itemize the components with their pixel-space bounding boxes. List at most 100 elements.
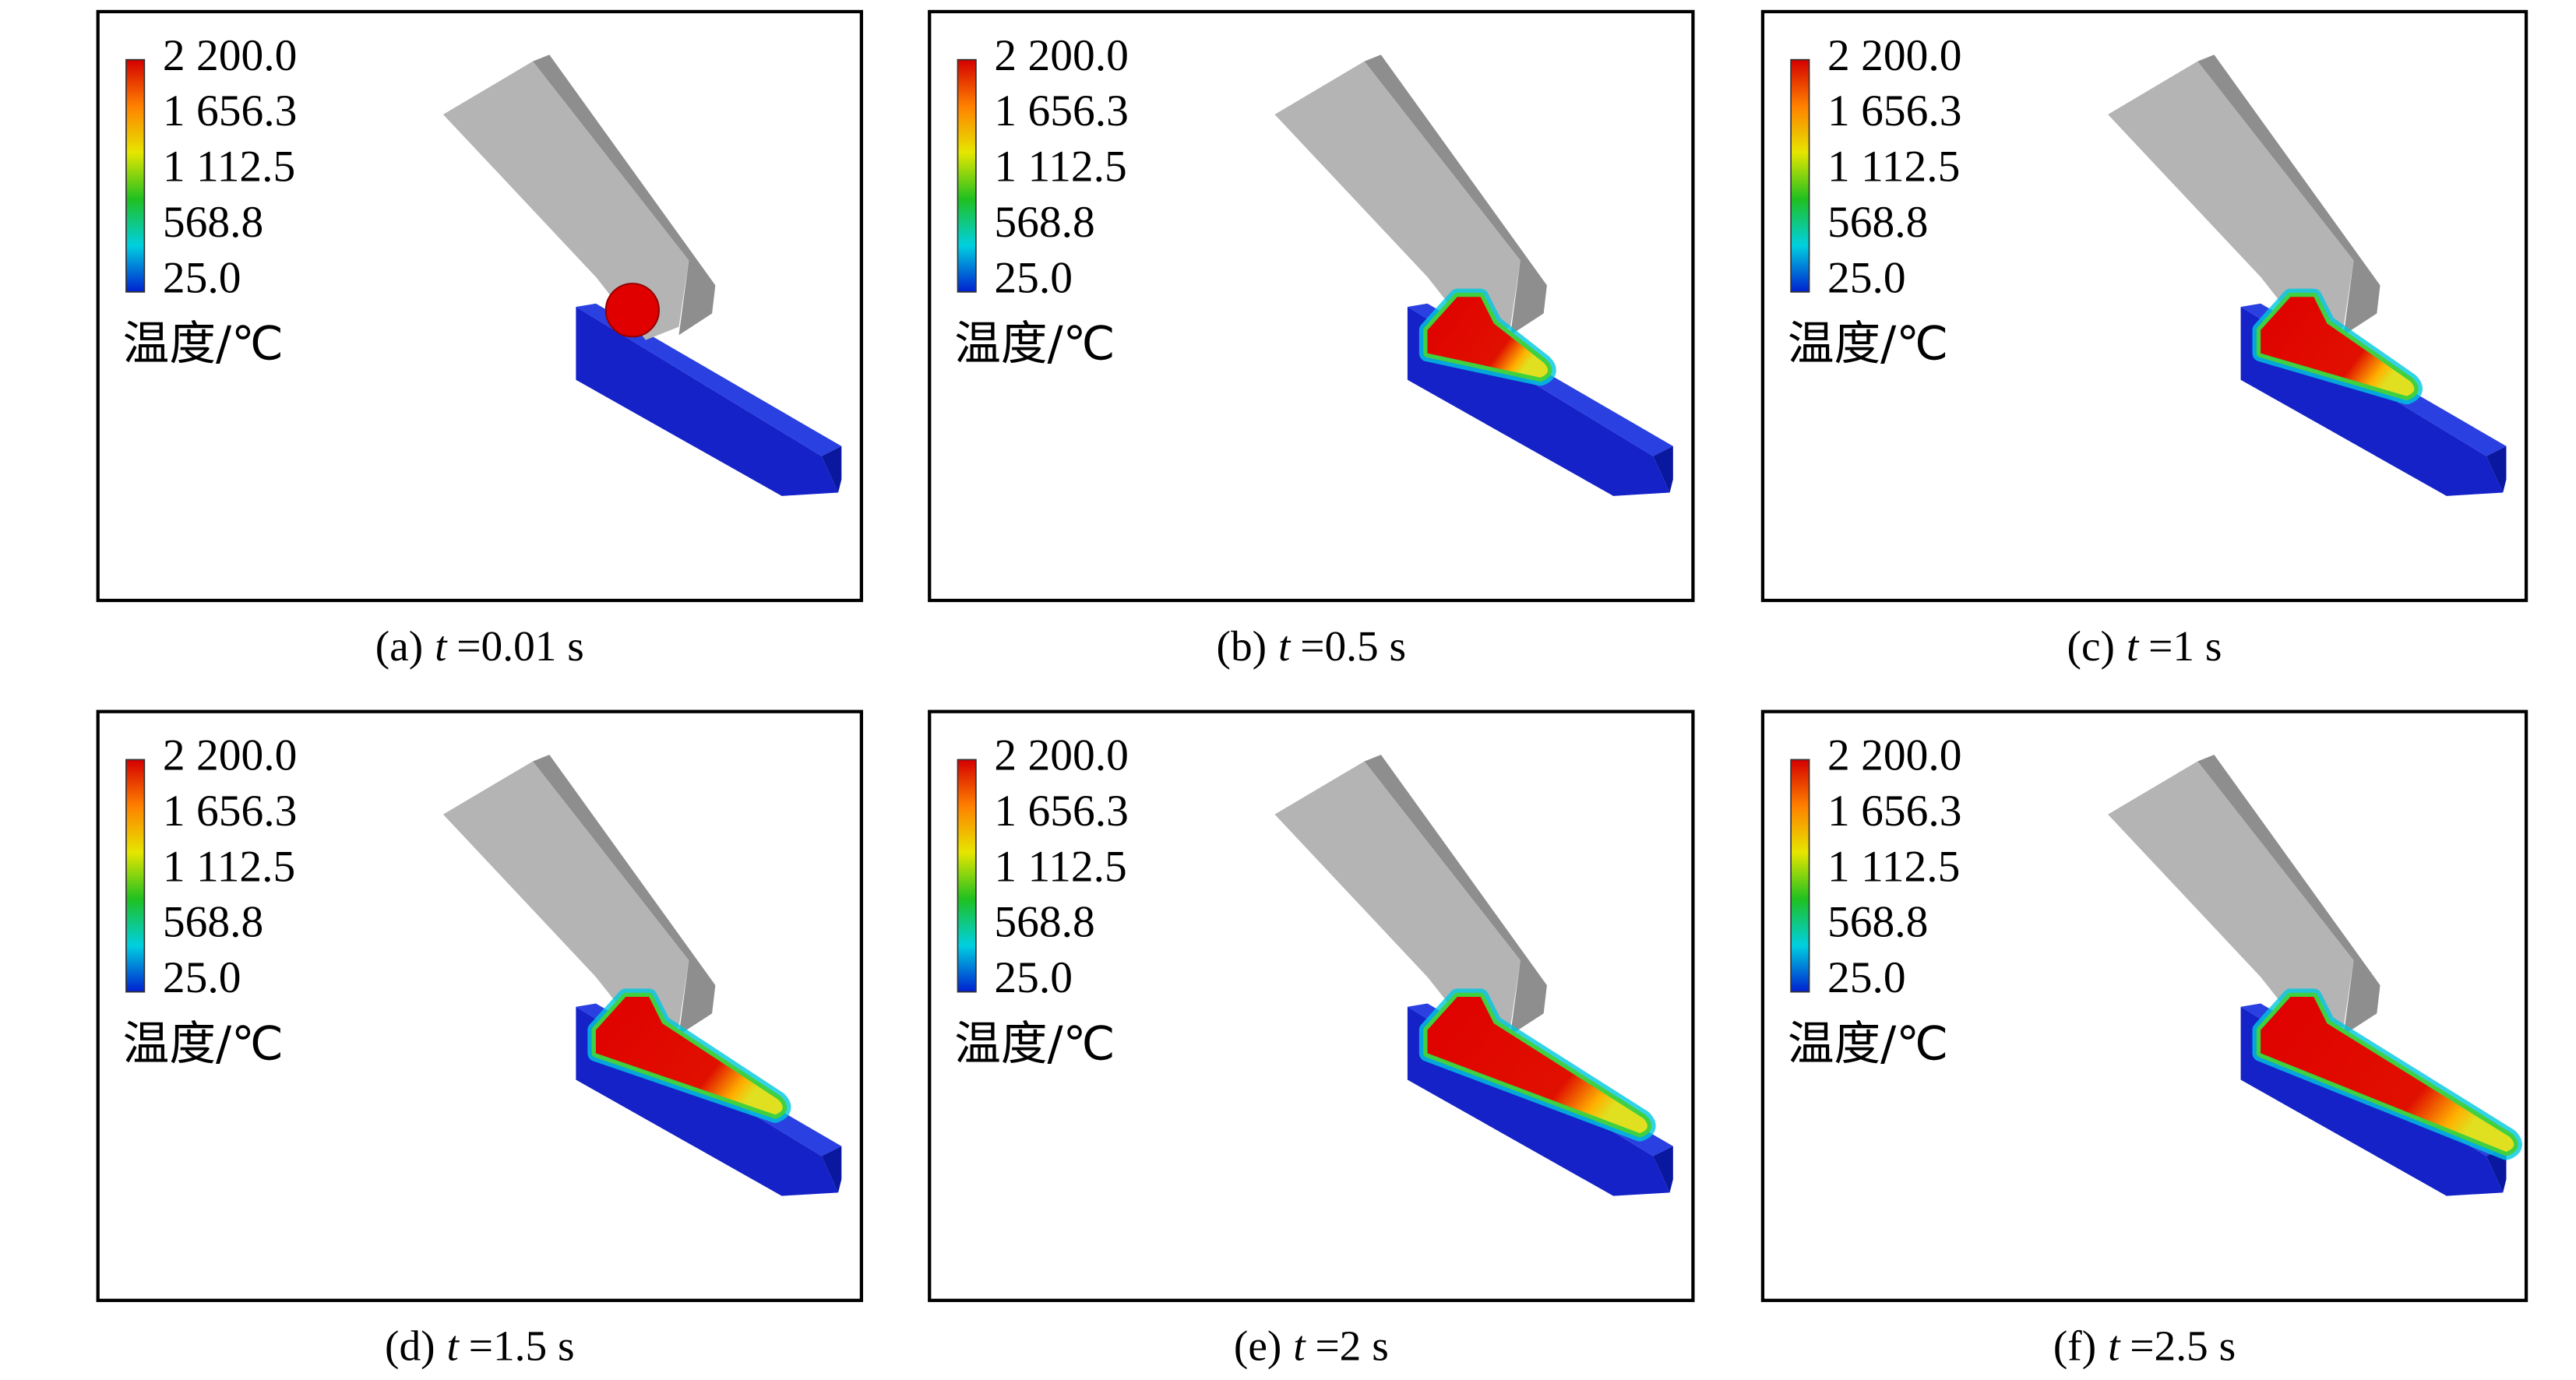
caption-variable: t — [2127, 622, 2140, 670]
caption-variable: t — [2108, 1322, 2121, 1369]
tool-side — [532, 55, 716, 336]
melt-bead — [2261, 297, 2415, 396]
colorbar-title: 温度/℃ — [1788, 1018, 1948, 1072]
colorbar-tick-label: 568.8 — [1827, 198, 1928, 247]
colorbar-tick-label: 25.0 — [994, 253, 1073, 302]
workpiece-top — [576, 303, 842, 456]
colorbar-tick-label: 2 200.0 — [163, 31, 298, 80]
colorbar-tick-label: 1 656.3 — [1827, 787, 1962, 836]
colorbar-title: 温度/℃ — [1788, 318, 1948, 371]
colorbar-tick-label: 25.0 — [994, 953, 1073, 1002]
panel-caption: (b) t =0.5 s — [1217, 622, 1407, 670]
colorbar-tick-label: 1 112.5 — [1827, 143, 1960, 192]
tool-side — [2197, 755, 2380, 1035]
tool-side — [532, 755, 716, 1035]
colorbar — [1790, 58, 1810, 293]
caption-value: =0.01 s — [456, 622, 584, 670]
colorbar-tick-label: 2 200.0 — [994, 31, 1129, 80]
colorbar-tick-label: 1 112.5 — [1827, 842, 1960, 891]
colorbar-tick-label: 1 656.3 — [163, 787, 298, 836]
workpiece-end — [821, 1146, 842, 1193]
colorbar-tick-label: 25.0 — [1827, 253, 1906, 302]
colorbar-tick-label: 25.0 — [163, 953, 241, 1002]
panel: 2 200.0 1 656.3 1 112.5 568.8 25.0 温度/℃ (f) t =2… — [1760, 709, 2528, 1369]
caption-value: =1 s — [2148, 622, 2222, 670]
colorbar-tick-label: 2 200.0 — [1827, 31, 1962, 80]
caption-variable: t — [1293, 1322, 1306, 1369]
caption-label: (c) — [2067, 622, 2115, 670]
colorbar-tick-label: 1 112.5 — [163, 842, 295, 891]
colorbar-tick-label: 568.8 — [163, 898, 263, 947]
caption-variable: t — [447, 1322, 460, 1369]
tool-face — [442, 761, 689, 1040]
colorbar — [1790, 759, 1810, 993]
caption-label: (a) — [375, 622, 423, 670]
workpiece-end — [821, 445, 842, 493]
caption-variable: t — [435, 622, 448, 670]
colorbar-tick-label: 1 656.3 — [994, 86, 1129, 136]
tool-side — [1364, 755, 1547, 1035]
colorbar-tick-label: 1 656.3 — [1827, 86, 1962, 136]
colorbar — [957, 58, 977, 293]
panel-caption: (e) t =2 s — [1234, 1322, 1389, 1369]
caption-value: =2 s — [1315, 1322, 1388, 1369]
colorbar-tick-label: 2 200.0 — [994, 731, 1129, 780]
workpiece-front — [576, 307, 839, 496]
tool-face — [2108, 761, 2354, 1040]
colorbar-tick-label: 568.8 — [994, 898, 1094, 947]
workpiece-end — [1653, 445, 1673, 493]
panel-caption: (f) t =2.5 s — [2053, 1322, 2236, 1369]
melt-bead — [1427, 297, 1549, 378]
melt-bead — [2261, 997, 2514, 1152]
colorbar-tick-label: 568.8 — [1827, 898, 1928, 947]
colorbar-tick-label: 25.0 — [1827, 953, 1906, 1002]
caption-label: (f) — [2053, 1322, 2096, 1369]
caption-label: (d) — [385, 1322, 435, 1369]
panel-caption: (d) t =1.5 s — [385, 1322, 575, 1369]
panel: 2 200.0 1 656.3 1 112.5 568.8 25.0 温度/℃ (d) t =1… — [96, 709, 864, 1369]
tool-side — [1364, 55, 1547, 336]
melt-bead — [595, 997, 783, 1115]
caption-label: (e) — [1234, 1322, 1281, 1369]
panel-frame — [928, 9, 1695, 603]
caption-label: (b) — [1217, 622, 1267, 670]
panel-caption: (a) t =0.01 s — [375, 622, 584, 670]
tool-face — [1274, 61, 1521, 340]
melt-droplet — [604, 283, 660, 338]
workpiece-end — [1653, 1146, 1673, 1193]
colorbar-tick-label: 2 200.0 — [1827, 731, 1962, 780]
colorbar-tick-label: 1 656.3 — [163, 86, 298, 136]
caption-value: =2.5 s — [2130, 1322, 2236, 1369]
colorbar-tick-label: 2 200.0 — [163, 731, 298, 780]
melt-bead — [1427, 997, 1647, 1134]
tool-face — [1274, 761, 1521, 1040]
colorbar-tick-label: 1 112.5 — [994, 143, 1126, 192]
panel: 2 200.0 1 656.3 1 112.5 568.8 25.0 温度/℃ (b) t =0… — [928, 9, 1695, 670]
colorbar-tick-label: 568.8 — [994, 198, 1094, 247]
colorbar — [125, 759, 146, 993]
colorbar — [957, 759, 977, 993]
colorbar-tick-label: 25.0 — [163, 253, 241, 302]
colorbar-title: 温度/℃ — [123, 1018, 284, 1072]
caption-value: =1.5 s — [469, 1322, 575, 1369]
panel: 2 200.0 1 656.3 1 112.5 568.8 25.0 温度/℃ (c) t =1… — [1760, 9, 2528, 670]
tool-side — [2197, 55, 2380, 336]
colorbar-title: 温度/℃ — [954, 318, 1115, 371]
colorbar-tick-label: 568.8 — [163, 198, 263, 247]
caption-value: =0.5 s — [1300, 622, 1406, 670]
colorbar-tick-label: 1 112.5 — [994, 842, 1126, 891]
panel: 2 200.0 1 656.3 1 112.5 568.8 25.0 温度/℃ (e) t =2… — [928, 709, 1695, 1369]
colorbar-tick-label: 1 112.5 — [163, 143, 295, 192]
colorbar-tick-label: 1 656.3 — [994, 787, 1129, 836]
tool-face — [442, 61, 689, 340]
colorbar-title: 温度/℃ — [123, 318, 284, 371]
panel: 2 200.0 1 656.3 1 112.5 568.8 25.0 温度/℃ (a) t =0… — [96, 9, 864, 670]
tool-face — [2108, 61, 2354, 340]
colorbar-title: 温度/℃ — [954, 1018, 1115, 1072]
colorbar — [125, 58, 146, 293]
workpiece-end — [2486, 445, 2507, 493]
caption-variable: t — [1278, 622, 1292, 670]
panel-caption: (c) t =1 s — [2067, 622, 2222, 670]
